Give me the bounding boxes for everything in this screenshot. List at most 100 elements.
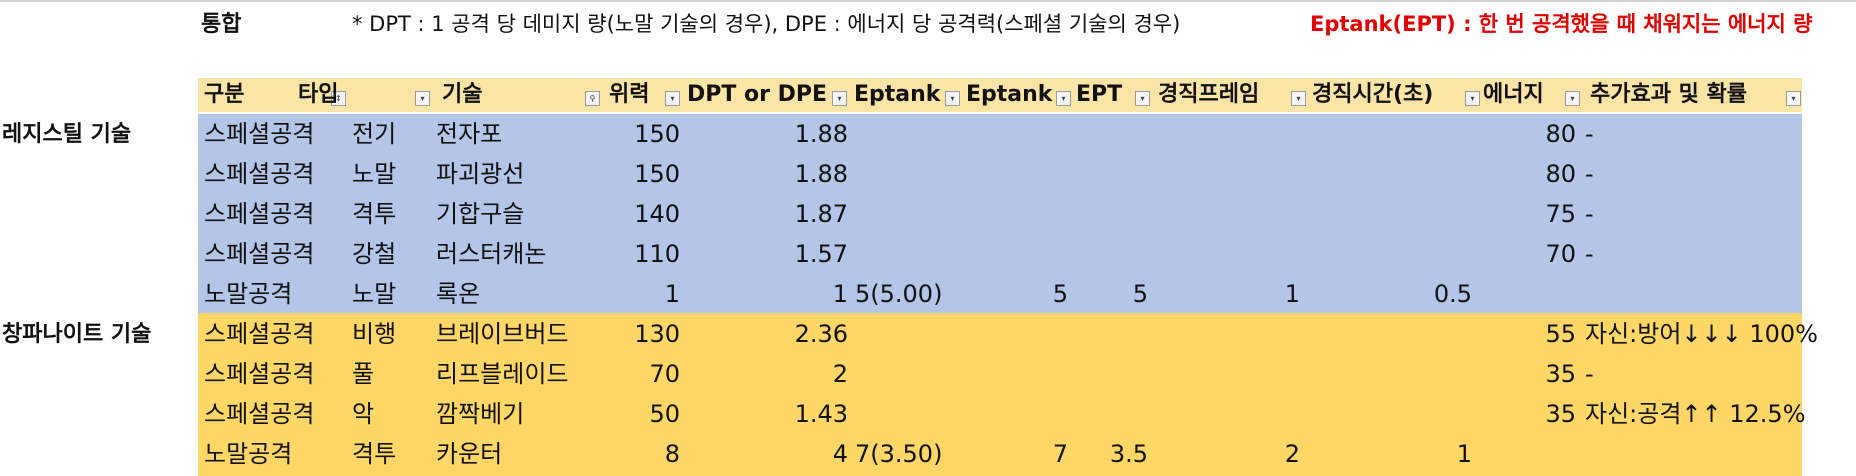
cell-skill[interactable]: 리프블레이드	[436, 360, 569, 388]
cell-effect[interactable]: -	[1585, 240, 1594, 268]
cell-seconds[interactable]	[1372, 234, 1472, 274]
cell-skill[interactable]: 록온	[436, 280, 481, 308]
cell-seconds[interactable]: 0.5	[1433, 280, 1472, 308]
cell-category[interactable]: 스페셜공격	[204, 160, 315, 188]
cell-dpt[interactable]: 1.88	[794, 120, 848, 148]
cell-effect[interactable]: 자신:방어↓↓↓ 100%	[1585, 320, 1818, 348]
cell-energy[interactable]	[1480, 434, 1576, 474]
cell-eptank-2[interactable]	[1000, 154, 1068, 194]
cell-energy[interactable]	[1480, 274, 1576, 314]
cell-eptank[interactable]: 7(3.50)	[855, 440, 943, 468]
cell-dpt[interactable]: 4	[832, 440, 848, 468]
cell-energy[interactable]: 35	[1545, 400, 1576, 428]
cell-ept[interactable]	[1082, 394, 1148, 434]
filter-button-category[interactable]: ↕	[331, 91, 346, 106]
cell-skill[interactable]: 파괴광선	[436, 160, 525, 188]
cell-category[interactable]: 스페셜공격	[204, 320, 315, 348]
cell-seconds[interactable]	[1372, 314, 1472, 354]
cell-type[interactable]: 전기	[352, 120, 397, 148]
filter-button-eptank-2[interactable]: ▾	[1056, 91, 1071, 106]
cell-type[interactable]: 강철	[352, 240, 397, 268]
cell-skill[interactable]: 깜짝베기	[436, 400, 525, 428]
cell-energy[interactable]: 75	[1545, 200, 1576, 228]
cell-energy[interactable]: 80	[1545, 160, 1576, 188]
cell-seconds[interactable]	[1372, 394, 1472, 434]
cell-type[interactable]: 격투	[352, 200, 397, 228]
cell-frames[interactable]: 1	[1284, 280, 1300, 308]
cell-energy[interactable]: 70	[1545, 240, 1576, 268]
cell-ept[interactable]	[1082, 114, 1148, 154]
cell-ept[interactable]	[1082, 354, 1148, 394]
cell-ept[interactable]: 3.5	[1109, 440, 1148, 468]
filter-button-seconds[interactable]: ▾	[1465, 91, 1480, 106]
cell-skill[interactable]: 기합구슬	[436, 200, 525, 228]
filter-button-type[interactable]: ▾	[415, 91, 430, 106]
cell-power[interactable]: 150	[634, 120, 680, 148]
filter-button-ept[interactable]: ▾	[1135, 91, 1150, 106]
cell-ept[interactable]	[1082, 314, 1148, 354]
cell-power[interactable]: 140	[634, 200, 680, 228]
cell-eptank-2[interactable]	[1000, 394, 1068, 434]
cell-effect[interactable]: -	[1585, 160, 1594, 188]
cell-power[interactable]: 130	[634, 320, 680, 348]
cell-skill[interactable]: 전자포	[436, 120, 503, 148]
cell-energy[interactable]: 55	[1545, 320, 1576, 348]
cell-dpt[interactable]: 1.43	[794, 400, 848, 428]
cell-category[interactable]: 스페셜공격	[204, 400, 315, 428]
cell-category[interactable]: 스페셜공격	[204, 200, 315, 228]
filter-button-effect[interactable]: ▾	[1786, 91, 1801, 106]
cell-type[interactable]: 풀	[352, 360, 375, 388]
cell-power[interactable]: 50	[649, 400, 680, 428]
cell-seconds[interactable]	[1372, 194, 1472, 234]
cell-eptank-2[interactable]	[1000, 114, 1068, 154]
cell-power[interactable]: 110	[634, 240, 680, 268]
cell-power[interactable]: 150	[634, 160, 680, 188]
filter-button-power[interactable]: ▾	[665, 91, 680, 106]
cell-eptank-2[interactable]	[1000, 354, 1068, 394]
cell-dpt[interactable]: 1.87	[794, 200, 848, 228]
cell-category[interactable]: 스페셜공격	[204, 360, 315, 388]
cell-eptank-2[interactable]	[1000, 314, 1068, 354]
cell-category[interactable]: 노말공격	[204, 440, 293, 468]
cell-eptank-2[interactable]: 7	[1052, 440, 1068, 468]
cell-type[interactable]: 노말	[352, 280, 397, 308]
cell-effect[interactable]: 자신:공격↑↑ 12.5%	[1585, 400, 1806, 428]
cell-seconds[interactable]	[1372, 154, 1472, 194]
cell-frames[interactable]: 2	[1284, 440, 1300, 468]
cell-effect[interactable]: -	[1585, 360, 1594, 388]
cell-frames[interactable]	[1200, 394, 1300, 434]
cell-dpt[interactable]: 2.36	[794, 320, 848, 348]
cell-dpt[interactable]: 1.88	[794, 160, 848, 188]
cell-frames[interactable]	[1200, 194, 1300, 234]
filter-button-dpt[interactable]: ▾	[832, 91, 847, 106]
filter-button-skill[interactable]: ⚲	[585, 91, 600, 106]
filter-button-energy[interactable]: ▾	[1565, 91, 1580, 106]
cell-power[interactable]: 8	[664, 440, 680, 468]
cell-dpt[interactable]: 2	[832, 360, 848, 388]
cell-ept[interactable]	[1082, 234, 1148, 274]
cell-type[interactable]: 악	[352, 400, 375, 428]
cell-skill[interactable]: 러스터캐논	[436, 240, 547, 268]
cell-frames[interactable]	[1200, 314, 1300, 354]
cell-eptank-2[interactable]	[1000, 234, 1068, 274]
cell-effect[interactable]: -	[1585, 120, 1594, 148]
cell-eptank-2[interactable]: 5	[1052, 280, 1068, 308]
cell-category[interactable]: 노말공격	[204, 280, 293, 308]
cell-skill[interactable]: 브레이브버드	[436, 320, 569, 348]
cell-ept[interactable]: 5	[1132, 280, 1148, 308]
cell-category[interactable]: 스페셜공격	[204, 240, 315, 268]
cell-ept[interactable]	[1082, 194, 1148, 234]
cell-seconds[interactable]: 1	[1456, 440, 1472, 468]
filter-button-eptank[interactable]: ▾	[945, 91, 960, 106]
cell-dpt[interactable]: 1	[832, 280, 848, 308]
cell-type[interactable]: 노말	[352, 160, 397, 188]
cell-frames[interactable]	[1200, 354, 1300, 394]
filter-button-frames[interactable]: ▾	[1291, 91, 1306, 106]
cell-seconds[interactable]	[1372, 354, 1472, 394]
cell-skill[interactable]: 카운터	[436, 440, 503, 468]
cell-effect[interactable]: -	[1585, 200, 1594, 228]
cell-power[interactable]: 70	[649, 360, 680, 388]
cell-seconds[interactable]	[1372, 114, 1472, 154]
cell-ept[interactable]	[1082, 154, 1148, 194]
cell-frames[interactable]	[1200, 154, 1300, 194]
